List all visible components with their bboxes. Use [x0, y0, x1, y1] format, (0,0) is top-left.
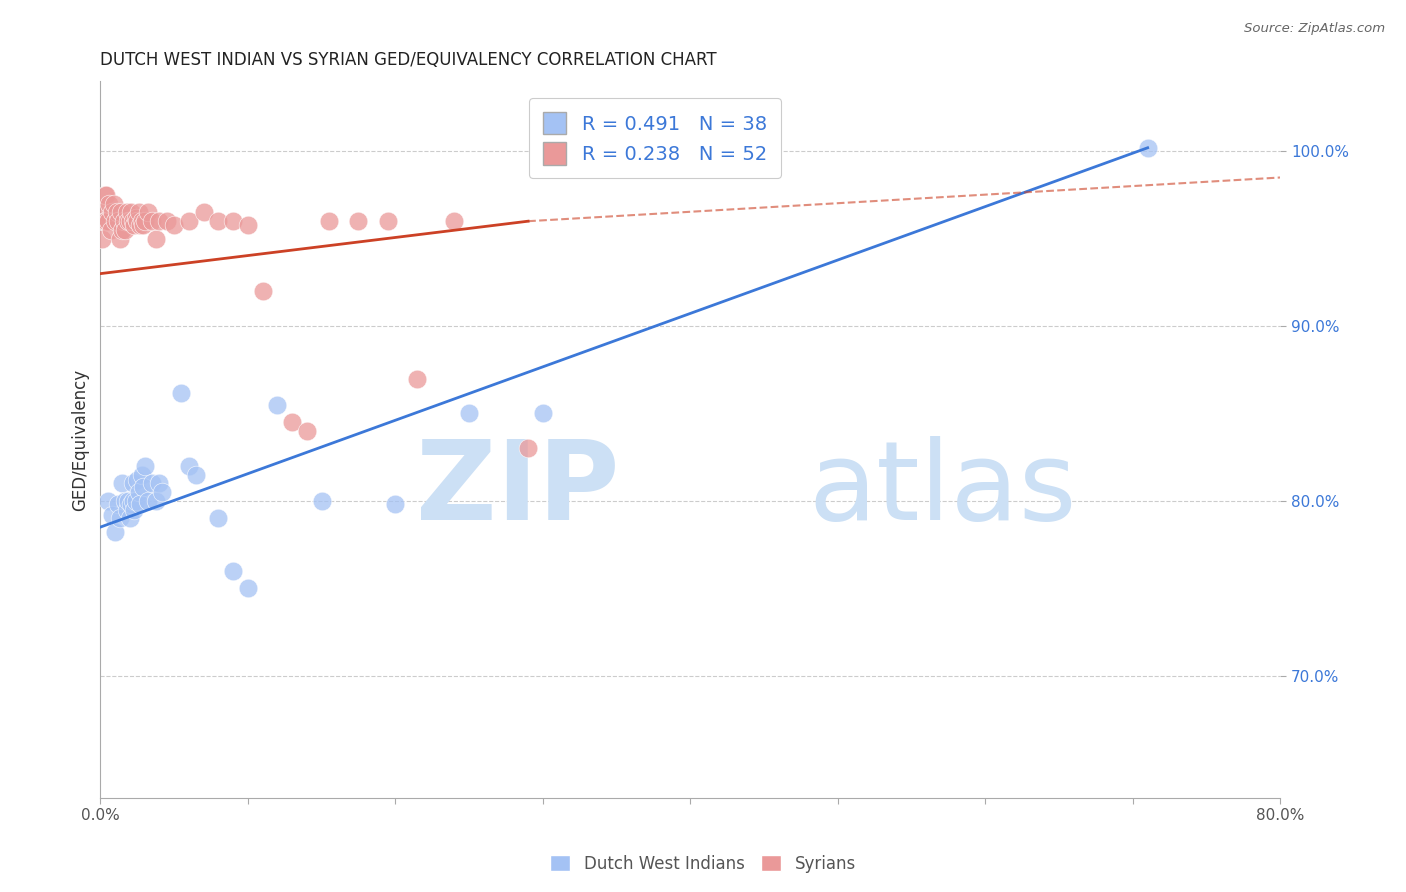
Point [177, 214, 200, 228]
Point [222, 564, 245, 578]
Point [531, 407, 554, 421]
Point [347, 214, 370, 228]
Text: DUTCH WEST INDIAN VS SYRIAN GED/EQUIVALENCY CORRELATION CHART: DUTCH WEST INDIAN VS SYRIAN GED/EQUIVALE… [100, 51, 717, 69]
Point [121, 494, 143, 508]
Point [115, 205, 138, 219]
Point [252, 284, 274, 298]
Point [170, 385, 193, 400]
Point [207, 214, 229, 228]
Point [1136, 141, 1159, 155]
Point [121, 214, 143, 228]
Point [295, 424, 318, 438]
Point [318, 214, 340, 228]
Point [121, 476, 143, 491]
Point [120, 205, 142, 219]
Point [115, 502, 138, 516]
Point [111, 476, 134, 491]
Point [117, 494, 139, 508]
Point [132, 480, 155, 494]
Point [100, 223, 122, 237]
Text: atlas: atlas [808, 436, 1077, 543]
Point [118, 511, 141, 525]
Point [517, 442, 540, 456]
Point [222, 214, 245, 228]
Point [107, 214, 129, 228]
Point [125, 494, 148, 508]
Point [128, 485, 150, 500]
Point [281, 415, 304, 429]
Point [111, 223, 134, 237]
Point [94, 214, 117, 228]
Point [186, 467, 208, 482]
Point [148, 214, 170, 228]
Point [150, 485, 173, 500]
Text: ZIP: ZIP [416, 436, 620, 543]
Point [107, 497, 129, 511]
Point [108, 232, 131, 246]
Point [156, 214, 179, 228]
Point [114, 223, 136, 237]
Point [127, 473, 149, 487]
Point [124, 218, 146, 232]
Point [110, 205, 132, 219]
Point [311, 494, 333, 508]
Point [131, 467, 153, 482]
Point [148, 476, 170, 491]
Point [141, 214, 163, 228]
Point [129, 497, 152, 511]
Point [97, 494, 120, 508]
Point [406, 371, 429, 385]
Point [90, 232, 112, 246]
Point [118, 214, 141, 228]
Point [163, 218, 186, 232]
Point [127, 214, 149, 228]
Legend: Dutch West Indians, Syrians: Dutch West Indians, Syrians [544, 848, 862, 880]
Point [236, 218, 259, 232]
Point [124, 502, 146, 516]
Point [98, 196, 121, 211]
Point [101, 205, 124, 219]
Point [104, 525, 127, 540]
Point [193, 205, 215, 219]
Point [141, 476, 163, 491]
Point [136, 205, 159, 219]
Point [134, 214, 156, 228]
Point [117, 214, 139, 228]
Legend: R = 0.491   N = 38, R = 0.238   N = 52: R = 0.491 N = 38, R = 0.238 N = 52 [529, 98, 780, 178]
Point [105, 205, 128, 219]
Point [96, 188, 118, 202]
Point [96, 214, 118, 228]
Point [377, 214, 399, 228]
Point [108, 511, 131, 525]
Point [136, 494, 159, 508]
Point [91, 205, 114, 219]
Point [129, 218, 152, 232]
Point [112, 214, 135, 228]
Point [207, 511, 229, 525]
Text: Source: ZipAtlas.com: Source: ZipAtlas.com [1244, 22, 1385, 36]
Point [97, 214, 120, 228]
Point [236, 582, 259, 596]
Point [104, 214, 127, 228]
Point [131, 214, 153, 228]
Point [134, 458, 156, 473]
Point [125, 211, 148, 225]
Y-axis label: GED/Equivalency: GED/Equivalency [72, 368, 89, 511]
Point [128, 205, 150, 219]
Point [94, 188, 117, 202]
Point [132, 218, 155, 232]
Point [458, 407, 481, 421]
Point [120, 497, 142, 511]
Point [145, 494, 167, 508]
Point [384, 497, 406, 511]
Point [101, 508, 124, 522]
Point [443, 214, 465, 228]
Point [103, 196, 125, 211]
Point [114, 494, 136, 508]
Point [266, 398, 288, 412]
Point [177, 458, 200, 473]
Point [145, 232, 167, 246]
